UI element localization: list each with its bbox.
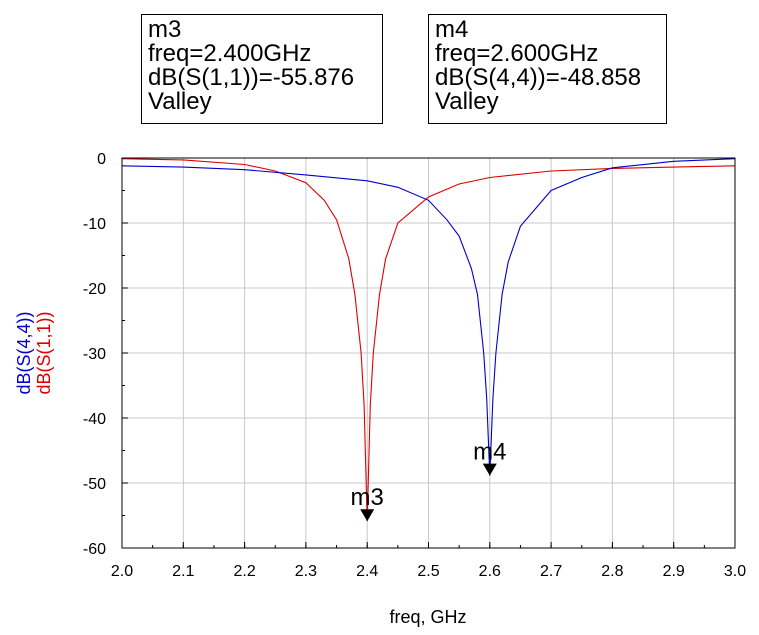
y-axis-title-s44: dB(S(4,4)) (14, 311, 34, 394)
x-tick-label: 2.0 (111, 563, 133, 580)
y-tick-label: 0 (97, 151, 106, 168)
x-tick-label: 2.3 (295, 563, 317, 580)
marker-m3-readout: m3 freq=2.400GHz dB(S(1,1))=-55.876 Vall… (141, 14, 383, 124)
marker-m4-value: dB(S(4,4))=-48.858 (435, 64, 642, 91)
y-tick-label: -60 (83, 541, 106, 558)
x-tick-label: 2.9 (663, 563, 685, 580)
x-tick-label: 2.8 (601, 563, 623, 580)
marker-m3-freq: freq=2.400GHz (148, 40, 312, 67)
x-axis-title: freq, GHz (389, 607, 466, 627)
x-tick-label: 2.4 (356, 563, 378, 580)
x-tick-label: 2.2 (233, 563, 255, 580)
x-tick-label: 2.5 (417, 563, 439, 580)
y-tick-label: -40 (83, 411, 106, 428)
x-tick-label: 3.0 (724, 563, 746, 580)
marker-m4-freq: freq=2.600GHz (435, 40, 599, 67)
marker-m3-type: Valley (148, 88, 212, 115)
marker-m4-triangle (482, 463, 497, 476)
marker-m3-value: dB(S(1,1))=-55.876 (148, 64, 355, 91)
marker-m4-label: m4 (473, 439, 506, 466)
x-tick-label: 2.6 (479, 563, 501, 580)
series-line-s44 (121, 158, 736, 476)
y-tick-label: -20 (83, 281, 106, 298)
ticks: 2.0 2.1 2.2 2.3 2.4 2.5 2.6 2.7 2.8 2.9 3.0 0 -10 -20… (83, 151, 746, 580)
marker-m4-type: Valley (435, 88, 499, 115)
marker-m4-name: m4 (435, 16, 469, 43)
series-layer (121, 158, 736, 522)
y-tick-label: -10 (83, 216, 106, 233)
series-line-s11 (121, 158, 736, 522)
x-tick-label: 2.1 (172, 563, 194, 580)
x-tick-label: 2.7 (540, 563, 562, 580)
y-tick-label: -30 (83, 346, 106, 363)
markers-layer: m3 m4 (351, 439, 506, 522)
y-tick-label: -50 (83, 476, 106, 493)
marker-m3-triangle (360, 509, 375, 522)
marker-m4-readout: m4 freq=2.600GHz dB(S(4,4))=-48.858 Vall… (428, 14, 667, 124)
y-axis-title-s11: dB(S(1,1)) (34, 311, 54, 394)
marker-m3-name: m3 (148, 16, 182, 43)
grid (121, 157, 736, 549)
marker-m3-label: m3 (351, 484, 384, 511)
